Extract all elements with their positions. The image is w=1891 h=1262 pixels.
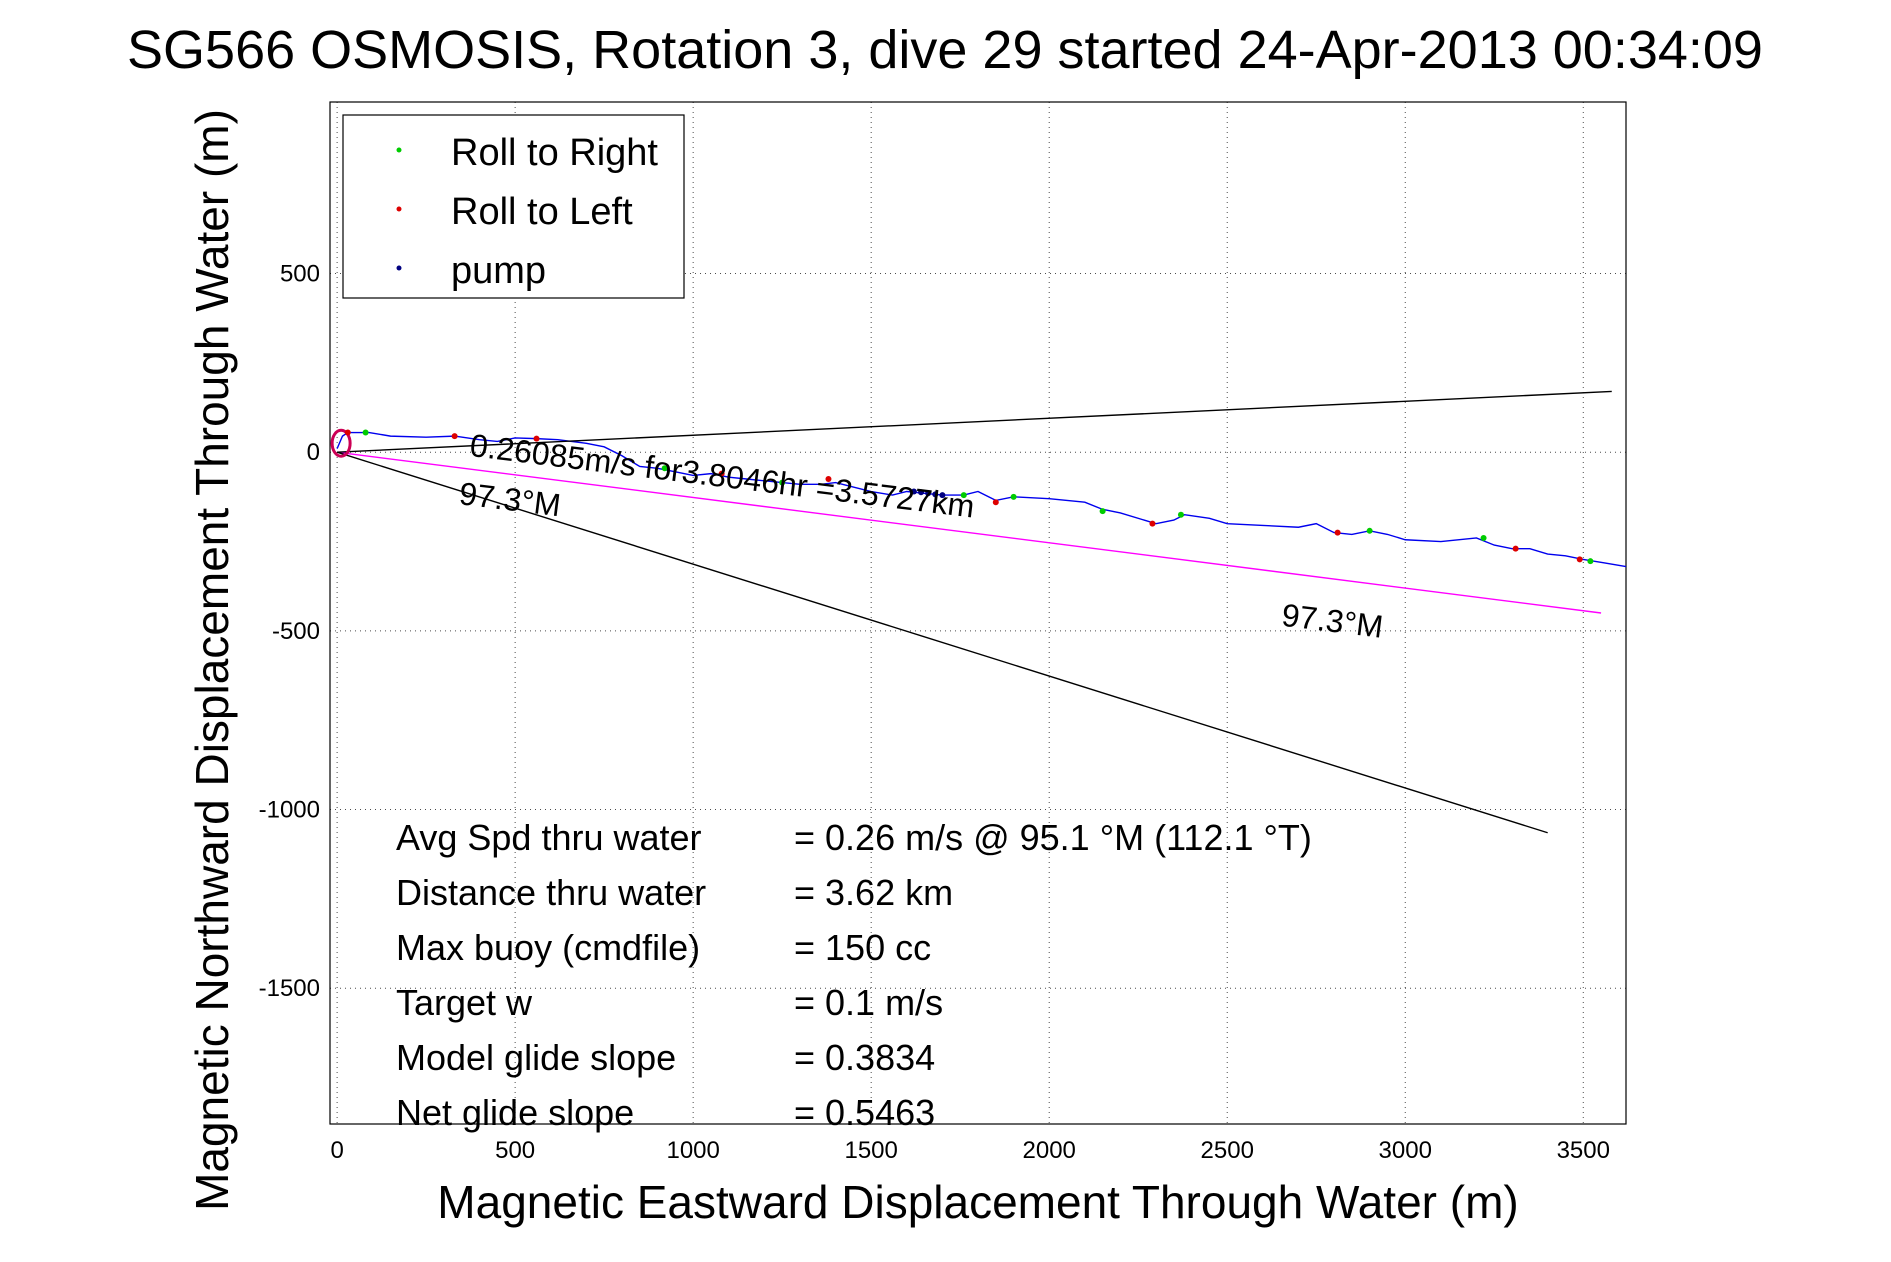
x-tick-label: 2500 [1201, 1137, 1254, 1164]
series-line-upper-bound [337, 390, 1612, 453]
x-axis-label: Magnetic Eastward Displacement Through W… [437, 1176, 1518, 1228]
legend-marker [396, 265, 402, 271]
marker-roll-right [960, 492, 967, 499]
marker-roll-left [718, 470, 725, 477]
stat-value: = 0.26 m/s @ 95.1 °M (112.1 °T) [794, 817, 1312, 858]
series-markers [330, 428, 1594, 565]
marker-pump [910, 488, 917, 495]
series-line-lower-bound [336, 451, 1548, 834]
y-tick-label: -1000 [259, 797, 320, 824]
marker-roll-left [451, 433, 458, 440]
series-line-mean-course [337, 451, 1602, 614]
marker-roll-right [362, 429, 369, 436]
marker-roll-right [1010, 493, 1017, 500]
stat-label: Model glide slope [396, 1037, 676, 1078]
y-tick-label: 500 [280, 261, 320, 288]
marker-roll-left [1576, 556, 1583, 563]
plot-frame [329, 101, 1627, 1125]
stat-value: = 3.62 km [794, 872, 953, 913]
marker-roll-right [1099, 508, 1106, 515]
marker-roll-left [1149, 520, 1156, 527]
marker-pump [918, 489, 925, 496]
marker-pump [925, 490, 932, 497]
marker-roll-left [344, 429, 351, 436]
legend-marker [396, 147, 402, 153]
annotations: 0.26085m/s for3.8046hr =3.5727km97.3°M97… [457, 427, 1385, 645]
series-lines [336, 390, 1627, 834]
marker-roll-right [661, 465, 668, 472]
y-tick-label: -1500 [259, 975, 320, 1002]
stat-value: = 0.3834 [794, 1037, 935, 1078]
x-tick-label: 1500 [844, 1137, 897, 1164]
annotation-text: 97.3°M [457, 475, 562, 523]
x-tick-label: 1000 [666, 1137, 719, 1164]
stat-label: Target w [396, 982, 533, 1023]
legend: Roll to Right Roll to Left pump [342, 114, 685, 299]
x-tick-label: 3000 [1379, 1137, 1432, 1164]
legend-label: pump [451, 250, 546, 292]
legend-label: Roll to Right [451, 132, 658, 174]
x-tick-label: 3500 [1557, 1137, 1610, 1164]
stat-label: Distance thru water [396, 872, 706, 913]
y-tick-label: 0 [307, 439, 320, 466]
stat-value: = 150 cc [794, 927, 931, 968]
x-tick-label: 500 [495, 1137, 535, 1164]
x-tick-label: 2000 [1023, 1137, 1076, 1164]
marker-roll-right [779, 479, 786, 486]
marker-roll-right [1587, 558, 1594, 565]
marker-roll-left [1512, 545, 1519, 552]
stats-block: Avg Spd thru water = 0.26 m/s @ 95.1 °M (… [396, 817, 1312, 1133]
marker-roll-right [1366, 527, 1373, 534]
y-axis-label: Magnetic Northward Displacement Through … [186, 109, 238, 1211]
marker-roll-left [992, 499, 999, 506]
stat-label: Net glide slope [396, 1092, 634, 1133]
marker-pump [939, 492, 946, 499]
marker-roll-right [1177, 511, 1184, 518]
x-tick-label: 0 [330, 1137, 343, 1164]
marker-roll-left [533, 435, 540, 442]
stat-value: = 0.5463 [794, 1092, 935, 1133]
series-line-track [336, 431, 1627, 568]
stat-label: Avg Spd thru water [396, 817, 702, 858]
marker-pump [932, 491, 939, 498]
annotation-text: 97.3°M [1280, 597, 1385, 645]
legend-label: Roll to Left [451, 191, 633, 233]
marker-roll-left [825, 475, 832, 482]
chart-title: SG566 OSMOSIS, Rotation 3, dive 29 start… [127, 20, 1763, 80]
marker-roll-right [1480, 534, 1487, 541]
start-loop-marker [330, 428, 352, 458]
y-tick-label: -500 [272, 618, 320, 645]
tick-labels: 0 500 1000 1500 2000 2500 3000 3500 500 0 -500 -100… [259, 261, 1610, 1164]
legend-marker [396, 206, 402, 212]
stat-value: = 0.1 m/s [794, 982, 943, 1023]
marker-roll-left [1334, 529, 1341, 536]
stat-label: Max buoy (cmdfile) [396, 927, 700, 968]
